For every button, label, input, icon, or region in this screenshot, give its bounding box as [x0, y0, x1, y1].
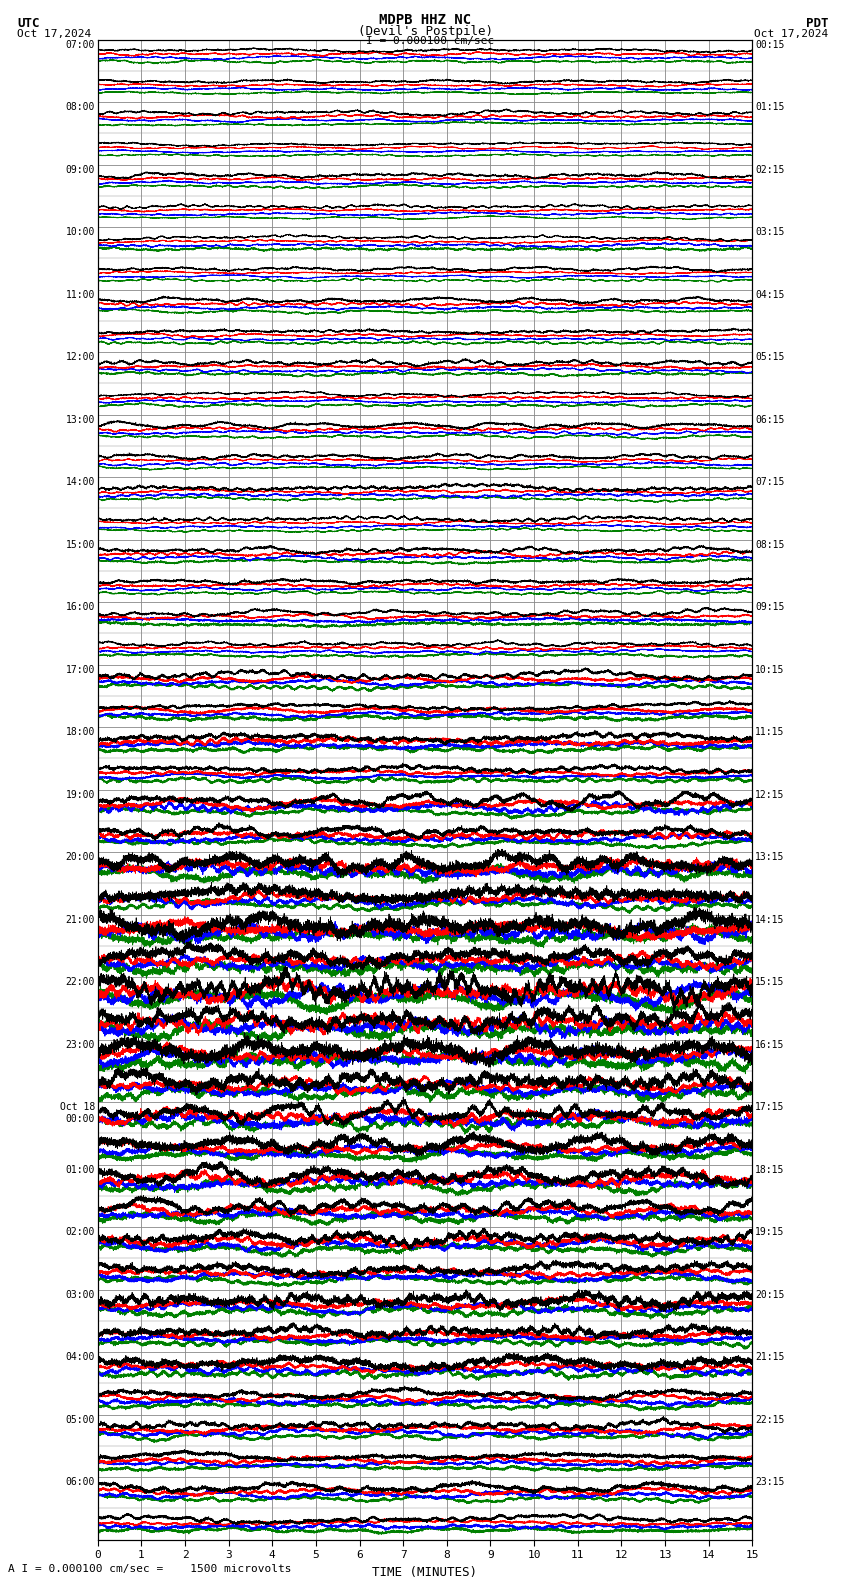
Text: (Devil's Postpile): (Devil's Postpile) — [358, 25, 492, 38]
Text: Oct 17,2024: Oct 17,2024 — [17, 29, 91, 38]
Text: MDPB HHZ NC: MDPB HHZ NC — [379, 13, 471, 27]
X-axis label: TIME (MINUTES): TIME (MINUTES) — [372, 1565, 478, 1579]
Text: A I = 0.000100 cm/sec =    1500 microvolts: A I = 0.000100 cm/sec = 1500 microvolts — [8, 1565, 292, 1574]
Text: Oct 17,2024: Oct 17,2024 — [755, 29, 829, 38]
Text: I = 0.000100 cm/sec: I = 0.000100 cm/sec — [366, 36, 494, 46]
Text: PDT: PDT — [807, 17, 829, 30]
Text: UTC: UTC — [17, 17, 39, 30]
